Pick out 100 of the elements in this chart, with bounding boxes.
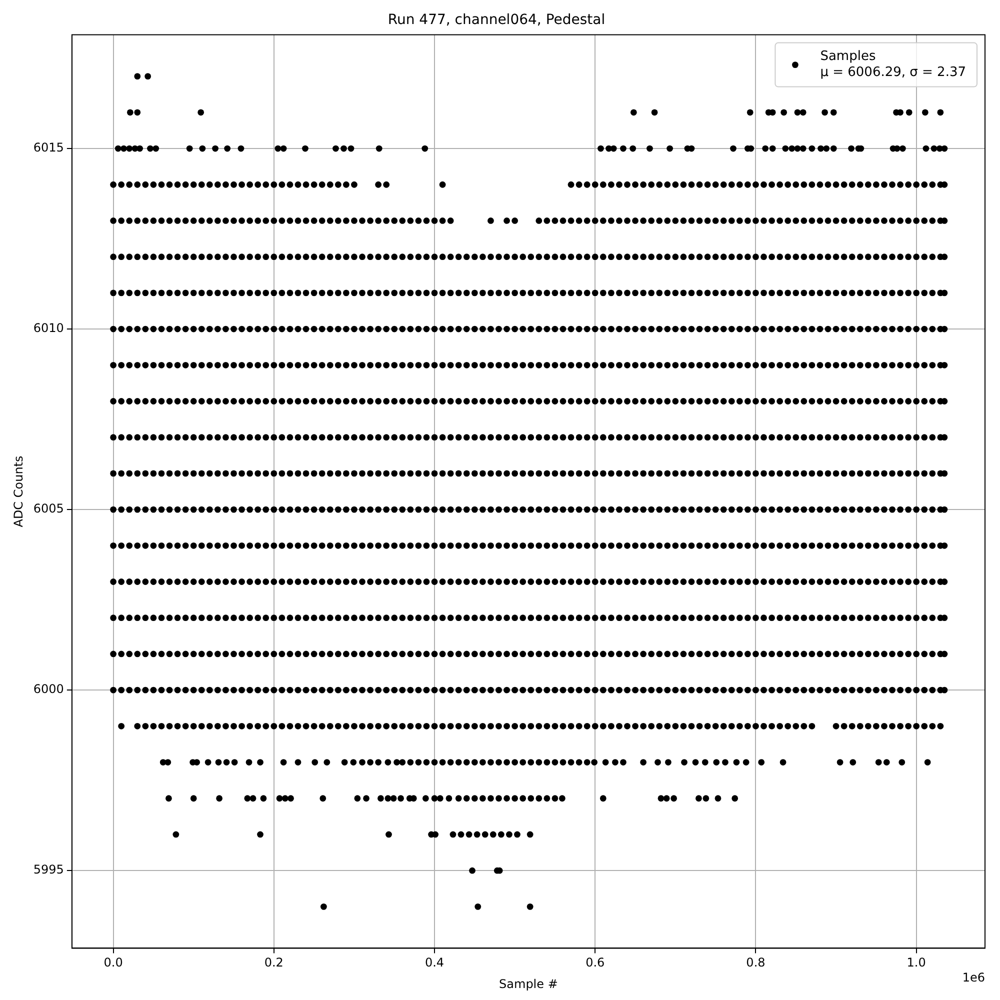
point xyxy=(144,73,152,80)
point xyxy=(696,795,702,802)
point xyxy=(600,795,606,802)
point xyxy=(610,145,617,152)
point xyxy=(422,145,428,152)
point xyxy=(469,867,476,874)
point xyxy=(536,795,542,802)
point xyxy=(126,145,133,152)
point xyxy=(823,145,830,152)
point xyxy=(714,795,722,802)
point xyxy=(941,145,948,152)
point xyxy=(688,145,695,152)
point xyxy=(506,831,512,838)
point xyxy=(526,903,534,910)
point xyxy=(446,795,452,802)
point xyxy=(471,795,478,802)
x-tick-label: 0.2 xyxy=(264,956,284,970)
point xyxy=(152,145,160,152)
point xyxy=(134,73,141,80)
point xyxy=(120,145,127,152)
point xyxy=(780,109,788,116)
point xyxy=(646,145,653,152)
point xyxy=(450,831,456,838)
point xyxy=(552,795,558,802)
point xyxy=(431,795,438,802)
point xyxy=(800,145,806,152)
point xyxy=(830,145,837,152)
point xyxy=(376,145,382,152)
point xyxy=(794,109,801,116)
point xyxy=(528,795,534,802)
point xyxy=(474,831,480,838)
point xyxy=(340,145,347,152)
point xyxy=(496,795,502,802)
point xyxy=(620,145,626,152)
point xyxy=(818,145,824,152)
point xyxy=(386,831,392,838)
point xyxy=(830,109,837,116)
x-tick-label: 0.0 xyxy=(104,956,123,970)
point xyxy=(651,109,658,116)
point xyxy=(663,795,670,802)
point xyxy=(363,795,370,802)
point xyxy=(463,795,470,802)
point xyxy=(808,145,816,152)
point xyxy=(762,145,769,152)
y-tick-label: 6000 xyxy=(33,682,64,696)
point xyxy=(702,795,710,802)
point xyxy=(466,831,472,838)
point xyxy=(136,145,143,152)
point xyxy=(848,145,854,152)
chart-title: Run 477, channel064, Pedestal xyxy=(388,12,606,28)
point xyxy=(937,109,944,116)
point xyxy=(114,145,122,152)
point xyxy=(482,831,488,838)
point xyxy=(479,795,486,802)
x-tick-label: 0.4 xyxy=(424,956,444,970)
point xyxy=(166,795,172,802)
x-axis-title: Sample # xyxy=(499,976,558,991)
point xyxy=(906,109,912,116)
point xyxy=(244,795,251,802)
point xyxy=(732,795,738,802)
point xyxy=(390,795,397,802)
point xyxy=(422,795,429,802)
point xyxy=(666,145,674,152)
y-axis-title: ADC Counts xyxy=(11,456,26,528)
point xyxy=(224,145,231,152)
point xyxy=(212,145,218,152)
point xyxy=(520,795,526,802)
annotation: μ = 6006.29, σ = 2.37 xyxy=(820,65,966,80)
point xyxy=(378,795,384,802)
point xyxy=(899,145,906,152)
point xyxy=(670,795,678,802)
point xyxy=(455,795,462,802)
point xyxy=(559,795,566,802)
point xyxy=(436,795,444,802)
y-tick-label: 5995 xyxy=(33,862,64,877)
point xyxy=(514,831,520,838)
point xyxy=(147,145,154,152)
point xyxy=(260,795,267,802)
point xyxy=(332,145,339,152)
x-tick-label: 0.6 xyxy=(586,956,605,970)
point xyxy=(190,795,197,802)
point xyxy=(384,795,392,802)
point xyxy=(800,109,806,116)
point xyxy=(458,831,464,838)
point xyxy=(274,145,282,152)
point xyxy=(282,795,288,802)
point xyxy=(172,831,180,838)
y-tick-label: 6015 xyxy=(33,140,64,155)
point xyxy=(199,145,206,152)
y-tick-label: 6010 xyxy=(33,321,64,336)
point xyxy=(512,795,518,802)
point xyxy=(504,795,510,802)
point xyxy=(526,831,534,838)
point xyxy=(398,795,404,802)
point xyxy=(186,145,193,152)
point xyxy=(498,831,504,838)
point xyxy=(126,109,134,116)
point xyxy=(354,795,361,802)
point xyxy=(488,795,494,802)
point xyxy=(544,795,550,802)
